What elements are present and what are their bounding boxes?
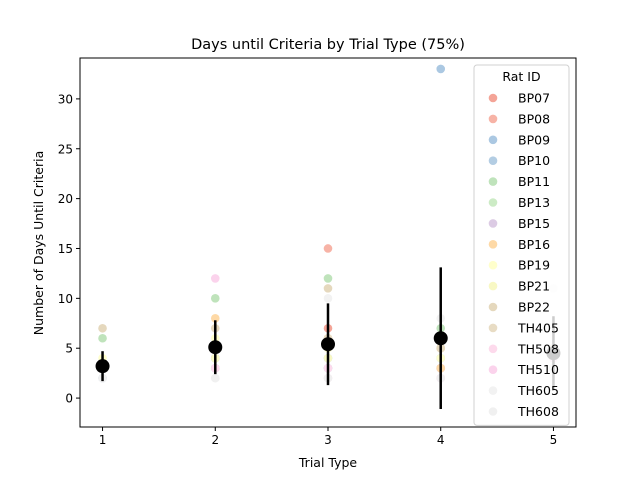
data-point bbox=[210, 294, 220, 303]
legend-label: BP11 bbox=[518, 174, 550, 189]
data-point bbox=[323, 294, 333, 303]
legend-marker bbox=[488, 219, 498, 228]
legend-marker bbox=[488, 93, 498, 103]
y-tick-label: 20 bbox=[58, 192, 73, 206]
legend-marker bbox=[488, 323, 498, 333]
legend-label: BP10 bbox=[518, 153, 550, 168]
y-tick-label: 30 bbox=[58, 92, 73, 106]
legend-marker bbox=[488, 135, 498, 145]
legend-marker bbox=[488, 156, 498, 165]
mean-point bbox=[208, 340, 223, 355]
data-point bbox=[323, 244, 333, 253]
legend-label: TH508 bbox=[517, 341, 559, 356]
legend-marker bbox=[488, 407, 498, 416]
legend-marker bbox=[488, 114, 498, 124]
x-tick-label: 5 bbox=[550, 433, 558, 447]
legend-label: BP08 bbox=[518, 111, 550, 126]
data-point bbox=[98, 333, 107, 343]
x-tick-label: 2 bbox=[211, 433, 219, 447]
y-tick-label: 10 bbox=[58, 292, 73, 306]
data-point bbox=[210, 313, 220, 323]
mean-point bbox=[321, 337, 335, 352]
legend-title: Rat ID bbox=[502, 69, 540, 84]
legend-marker bbox=[488, 240, 498, 249]
data-point bbox=[210, 373, 220, 383]
x-tick-label: 4 bbox=[437, 433, 445, 447]
legend-label: BP21 bbox=[518, 279, 550, 294]
legend-label: BP16 bbox=[518, 237, 550, 252]
x-tick-label: 3 bbox=[324, 433, 332, 447]
legend-marker bbox=[488, 365, 498, 375]
axes: 1 2 3 4 5 0 5 10 15 20 25 30 bbox=[58, 92, 558, 447]
y-tick-label: 5 bbox=[65, 342, 73, 356]
legend-label: TH608 bbox=[517, 404, 559, 419]
legend-label: TH405 bbox=[517, 320, 559, 335]
x-tick-label: 1 bbox=[99, 433, 107, 447]
legend-label: TH510 bbox=[517, 362, 559, 377]
legend-label: TH605 bbox=[517, 383, 559, 398]
mean-point bbox=[433, 331, 448, 346]
y-tick-label: 0 bbox=[65, 392, 73, 406]
y-tick-label: 15 bbox=[58, 242, 73, 256]
mean-point bbox=[95, 359, 110, 374]
legend-marker bbox=[488, 386, 498, 395]
legend-marker bbox=[488, 281, 498, 291]
x-axis-label: Trial Type bbox=[298, 455, 358, 470]
data-point bbox=[323, 284, 333, 293]
legend-marker bbox=[488, 260, 498, 270]
y-axis-label: Number of Days Until Criteria bbox=[31, 151, 46, 335]
legend-label: BP07 bbox=[518, 91, 550, 106]
chart-title: Days until Criteria by Trial Type (75%) bbox=[191, 37, 465, 53]
data-point bbox=[436, 64, 446, 74]
legend-label: BP15 bbox=[518, 216, 550, 231]
legend-marker bbox=[488, 344, 498, 354]
legend-marker bbox=[488, 302, 498, 312]
y-tick-label: 25 bbox=[58, 142, 73, 156]
legend-label: BP19 bbox=[518, 258, 550, 273]
legend: Rat ID BP07 BP08 BP09 BP10 BP11 BP13 BP15 BP16 BP… bbox=[473, 64, 570, 426]
legend-label: BP09 bbox=[518, 132, 550, 147]
legend-marker bbox=[488, 177, 498, 186]
legend-label: BP22 bbox=[518, 300, 550, 315]
data-point bbox=[98, 323, 107, 333]
legend-box bbox=[473, 64, 570, 426]
legend-label: BP13 bbox=[518, 195, 550, 210]
data-point bbox=[210, 274, 220, 283]
legend-marker bbox=[488, 198, 498, 207]
data-point bbox=[323, 274, 333, 283]
